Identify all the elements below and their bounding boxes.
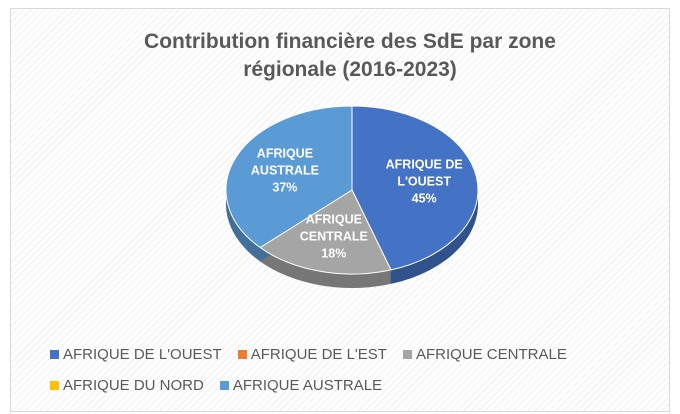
legend-swatch — [50, 350, 59, 359]
legend-label: AFRIQUE CENTRALE — [415, 346, 567, 363]
slice — [259, 189, 392, 275]
data-label: AFRIQUE AUSTRALE 37% — [235, 145, 335, 196]
legend-item: AFRIQUE AUSTRALE — [219, 377, 383, 394]
legend: AFRIQUE DE L'OUEST AFRIQUE DE L'EST AFRIQU… — [50, 346, 660, 394]
label-value: 37% — [272, 180, 298, 195]
legend-swatch — [219, 381, 229, 390]
chart-title: Contribution financière des SdE par zone… — [144, 30, 556, 81]
legend-label: AFRIQUE DE L'OUEST — [63, 346, 222, 363]
label-value: 45% — [411, 191, 437, 206]
legend-label: AFRIQUE DE L'EST — [250, 346, 387, 363]
legend-swatch — [50, 381, 59, 390]
label-category: AFRIQUE AUSTRALE — [250, 146, 319, 178]
slice — [225, 105, 353, 249]
legend-label: AFRIQUE DU NORD — [63, 377, 204, 394]
label-category: AFRIQUE DE L'OUEST — [385, 157, 463, 189]
legend-item: AFRIQUE DE L'OUEST — [50, 346, 222, 363]
slice — [351, 105, 479, 271]
data-label: AFRIQUE CENTRALE 18% — [284, 212, 384, 263]
legend-swatch — [402, 350, 412, 359]
label-value: 18% — [321, 246, 347, 261]
label-category: AFRIQUE CENTRALE — [299, 212, 368, 244]
legend-swatch — [237, 350, 247, 359]
data-label: AFRIQUE DE L'OUEST 45% — [374, 157, 474, 208]
legend-item: AFRIQUE CENTRALE — [402, 346, 567, 363]
legend-item: AFRIQUE DE L'EST — [237, 346, 387, 363]
legend-item: AFRIQUE DU NORD — [50, 377, 204, 394]
legend-label: AFRIQUE AUSTRALE — [232, 377, 383, 394]
